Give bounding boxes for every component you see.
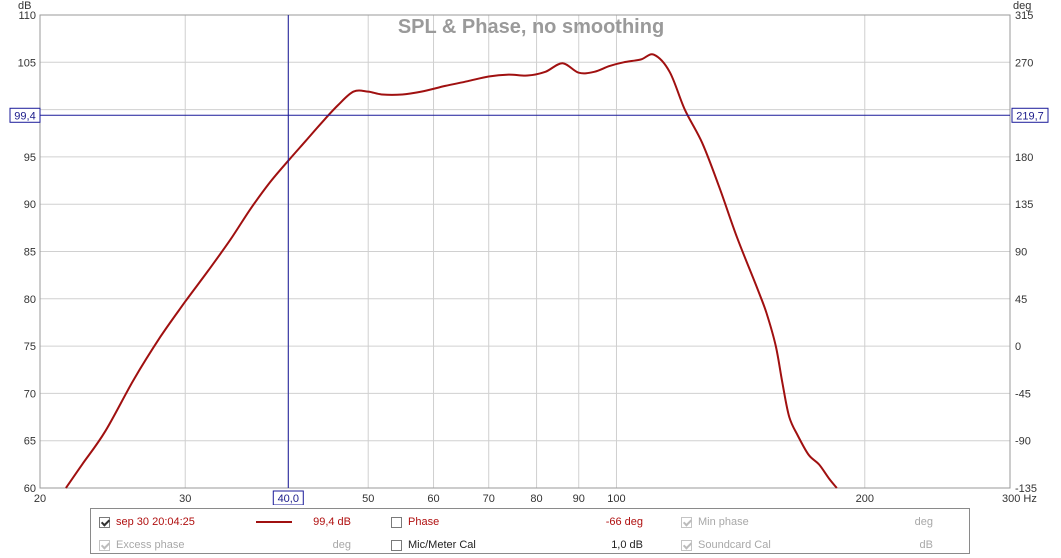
y2-tick-label: 270 — [1015, 57, 1033, 69]
cursor-y2-label-box — [1011, 107, 1049, 123]
mic-meter-cal-value-cell: 1,0 dB — [571, 535, 643, 555]
y-tick-label: 75 — [24, 341, 36, 353]
y2-tick-label: 90 — [1015, 247, 1027, 259]
phase-value: -66 deg — [605, 516, 643, 528]
x-tick-label: 200 — [856, 493, 874, 505]
plot-frame — [39, 14, 1011, 489]
y2-tick-label: -90 — [1015, 436, 1031, 448]
min-phase-value: deg — [914, 516, 933, 528]
y2-axis-unit: deg — [1013, 0, 1031, 12]
cursor-y-label: 99,4 — [14, 110, 35, 122]
series-layer — [65, 53, 838, 489]
checkbox-mic-meter-cal[interactable] — [391, 539, 402, 551]
y-tick-label: 80 — [24, 294, 36, 306]
soundcard-cal-value: dB — [919, 539, 933, 551]
chart-title: SPL & Phase, no smoothing — [398, 16, 664, 38]
y2-tick-label: 45 — [1015, 294, 1027, 306]
x-tick-label: 30 — [179, 493, 191, 505]
legend-row: Excess phase deg Mic/Meter Cal 1,0 dB So… — [91, 535, 969, 555]
y2-tick-label: 135 — [1015, 199, 1033, 211]
series-swatch-cell — [256, 512, 296, 532]
phase-label: Phase — [408, 516, 440, 528]
y-tick-label: 90 — [24, 199, 36, 211]
y-axis-ticks: 60 65 70 75 80 85 90 95 105 110 — [18, 10, 36, 495]
y-tick-label: 65 — [24, 436, 36, 448]
spl-phase-chart[interactable]: SPL & Phase, no smoothing 60 65 70 75 80 85 90… — [0, 0, 1061, 505]
y-tick-label: 70 — [24, 388, 36, 400]
x-tick-label: 60 — [427, 493, 439, 505]
legend-panel: sep 30 20:04:25 99,4 dB Phase -66 deg Mi… — [90, 508, 970, 554]
legend-item-soundcard-cal[interactable]: Soundcard Cal — [681, 535, 821, 555]
cursor-x-label: 40,0 — [278, 493, 299, 505]
legend-item-min-phase[interactable]: Min phase — [681, 512, 821, 532]
legend-item-phase[interactable]: Phase — [391, 512, 511, 532]
y2-tick-label: 315 — [1015, 10, 1033, 22]
x-tick-label: 90 — [573, 493, 585, 505]
y2-axis-ticks: -135 -90 -45 0 45 90 135 180 270 315 — [1015, 10, 1037, 495]
x-tick-label: 300 Hz — [1002, 493, 1037, 505]
series-color-swatch — [256, 521, 292, 523]
x-tick-label: 50 — [362, 493, 374, 505]
soundcard-cal-label: Soundcard Cal — [698, 539, 771, 551]
legend-item-excess-phase[interactable]: Excess phase — [99, 535, 259, 555]
checkbox-measurement[interactable] — [99, 516, 110, 528]
y-tick-label: 95 — [24, 152, 36, 164]
cursor-y2-label: 219,7 — [1016, 110, 1044, 122]
measurement-value-cell: 99,4 dB — [291, 512, 351, 532]
phase-value-cell: -66 deg — [571, 512, 643, 532]
y2-tick-label: -45 — [1015, 388, 1031, 400]
x-tick-label: 20 — [34, 493, 46, 505]
x-tick-label: 100 — [607, 493, 625, 505]
measurement-label: sep 30 20:04:25 — [116, 516, 195, 528]
y-tick-label: 85 — [24, 247, 36, 259]
x-tick-label: 80 — [530, 493, 542, 505]
mic-meter-cal-value: 1,0 dB — [611, 539, 643, 551]
x-axis-ticks: 20 30 50 60 70 80 90 100 200 300 Hz — [34, 493, 1037, 505]
y2-tick-label: 180 — [1015, 152, 1033, 164]
y-axis-unit: dB — [18, 0, 31, 12]
checkbox-phase[interactable] — [391, 516, 402, 528]
mic-meter-cal-label: Mic/Meter Cal — [408, 539, 476, 551]
y2-tick-label: 0 — [1015, 341, 1021, 353]
x-tick-label: 70 — [483, 493, 495, 505]
excess-phase-value-cell: deg — [291, 535, 351, 555]
checkbox-excess-phase[interactable] — [99, 539, 110, 551]
legend-row: sep 30 20:04:25 99,4 dB Phase -66 deg Mi… — [91, 512, 969, 532]
min-phase-label: Min phase — [698, 516, 749, 528]
legend-item-mic-meter-cal[interactable]: Mic/Meter Cal — [391, 535, 511, 555]
checkbox-min-phase[interactable] — [681, 516, 692, 528]
spl-curve — [65, 53, 838, 489]
y-tick-label: 60 — [24, 483, 36, 495]
checkbox-soundcard-cal[interactable] — [681, 539, 692, 551]
legend-item-measurement[interactable]: sep 30 20:04:25 — [99, 512, 259, 532]
cursor-y-label-box — [9, 107, 41, 123]
cursor-x-label-box — [272, 490, 304, 505]
grid — [40, 15, 1010, 488]
min-phase-value-cell: deg — [871, 512, 933, 532]
y-tick-label: 105 — [18, 57, 36, 69]
y2-tick-label: -135 — [1015, 483, 1037, 495]
excess-phase-label: Excess phase — [116, 539, 185, 551]
y-tick-label: 110 — [18, 10, 36, 22]
soundcard-cal-value-cell: dB — [871, 535, 933, 555]
excess-phase-value: deg — [332, 539, 351, 551]
measurement-value: 99,4 dB — [313, 516, 351, 528]
cursor[interactable]: 99,4 219,7 40,0 — [9, 15, 1049, 505]
